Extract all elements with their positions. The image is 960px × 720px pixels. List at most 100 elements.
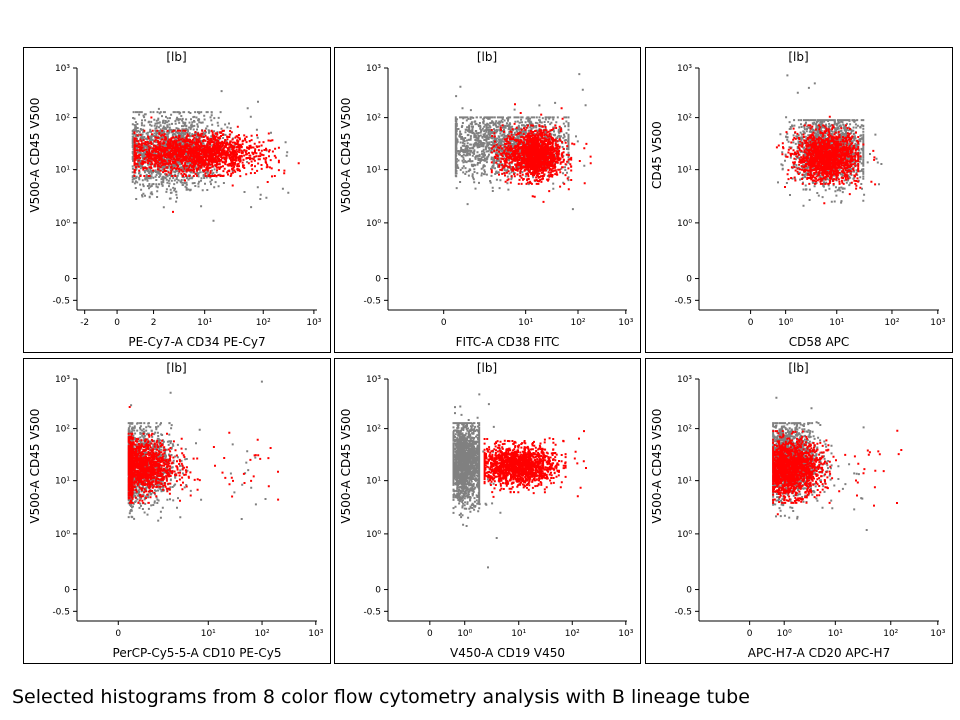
- y-tick-label: 10³: [55, 375, 70, 385]
- y-tick-label: 10²: [55, 425, 70, 435]
- panel-frame: [334, 47, 641, 353]
- figure-caption: Selected histograms from 8 color flow cy…: [12, 686, 750, 708]
- x-tick-label: 2: [151, 318, 157, 328]
- y-tick-label: 10⁰: [366, 219, 381, 229]
- red-population: [772, 429, 903, 516]
- gray-population: [452, 393, 502, 569]
- y-tick-label: 0: [375, 275, 381, 285]
- x-tick-label: 10¹: [518, 318, 533, 328]
- panel-frame: [23, 47, 331, 353]
- scatter-panel-2: [lb] 10³ 10² 10¹ 10⁰ 0 -0.5 0 10¹ 10² 10³ FITC-A CD…: [334, 47, 641, 353]
- x-tick-label: 0: [747, 629, 753, 639]
- y-tick-label: 10³: [366, 375, 381, 385]
- panel-frame: [334, 358, 641, 664]
- x-axis-label: APC-H7-A CD20 APC-H7: [748, 646, 890, 660]
- y-tick-label: -0.5: [52, 296, 70, 306]
- red-event-dots: [772, 429, 903, 516]
- x-tick-label: 10⁰: [457, 629, 472, 639]
- x-tick-label: 10³: [618, 318, 633, 328]
- red-population: [127, 406, 280, 504]
- scatter-panel-6: [lb] 10³ 10² 10¹ 10⁰ 0 -0.5 0 10⁰ 10¹ 10² 10³ APC-H7…: [645, 358, 953, 664]
- panel-title: [lb]: [166, 361, 186, 375]
- y-tick-label: 0: [686, 586, 692, 596]
- x-tick-label: 10³: [618, 629, 633, 639]
- red-population: [133, 116, 300, 213]
- red-event-dots: [133, 116, 300, 213]
- gray-event-dots: [452, 393, 502, 569]
- red-event-dots: [483, 430, 587, 498]
- flow-cytometry-plot-grid: [lb] 10³ 10² 10¹ 10⁰ 0 -0.5 -2 0 2 10¹ 10² 10³ PE-Cy7…: [23, 47, 953, 664]
- x-axis-label: PE-Cy7-A CD34 PE-Cy7: [128, 335, 265, 349]
- red-population: [490, 103, 592, 203]
- panel-title: [lb]: [788, 361, 808, 375]
- x-tick-label: 10³: [308, 629, 323, 639]
- x-tick-label: 10²: [883, 629, 898, 639]
- y-tick-label: 10³: [677, 375, 692, 385]
- y-tick-label: 10¹: [366, 166, 381, 176]
- panel-title: [lb]: [477, 361, 497, 375]
- panel-title: [lb]: [166, 50, 186, 64]
- x-tick-label: 10¹: [829, 318, 844, 328]
- x-tick-label: 10¹: [828, 629, 843, 639]
- x-tick-label: 0: [115, 629, 121, 639]
- y-tick-label: 10⁰: [366, 530, 381, 540]
- x-tick-label: 10²: [570, 318, 585, 328]
- red-event-dots: [127, 406, 280, 504]
- y-tick-label: 10³: [55, 64, 70, 74]
- y-axis-label: V500-A CD45 V500: [339, 98, 353, 213]
- panel-frame: [23, 358, 331, 664]
- y-tick-label: 10²: [366, 114, 381, 124]
- y-tick-label: 0: [64, 586, 70, 596]
- x-tick-label: 10¹: [197, 318, 212, 328]
- y-tick-label: 0: [64, 275, 70, 285]
- panel-frame: [645, 47, 953, 353]
- red-population: [775, 115, 877, 205]
- y-tick-label: -0.5: [52, 607, 70, 617]
- scatter-panel-1: [lb] 10³ 10² 10¹ 10⁰ 0 -0.5 -2 0 2 10¹ 10² 10³ PE-Cy7…: [23, 47, 331, 353]
- x-tick-label: 10⁰: [778, 318, 793, 328]
- x-tick-label: 0: [427, 629, 433, 639]
- red-population: [483, 430, 587, 498]
- x-tick-label: 10¹: [201, 629, 216, 639]
- red-event-dots: [775, 115, 877, 205]
- y-tick-label: 0: [375, 586, 381, 596]
- y-tick-label: 10¹: [55, 477, 70, 487]
- y-axis-label: V500-A CD45 V500: [28, 98, 42, 213]
- y-tick-label: 10³: [677, 64, 692, 74]
- panel-title: [lb]: [477, 50, 497, 64]
- x-axis-label: FITC-A CD38 FITC: [456, 335, 560, 349]
- x-tick-label: 0: [748, 318, 754, 328]
- x-tick-label: -2: [80, 318, 89, 328]
- y-tick-label: 10²: [677, 425, 692, 435]
- scatter-panel-3: [lb] 10³ 10² 10¹ 10⁰ 0 -0.5 0 10⁰ 10¹ 10² 10³ CD58 A…: [645, 47, 953, 353]
- y-tick-label: 10¹: [366, 477, 381, 487]
- x-tick-label: 10⁰: [777, 629, 792, 639]
- y-axis-label: V500-A CD45 V500: [339, 409, 353, 524]
- y-tick-label: 10¹: [677, 166, 692, 176]
- y-tick-label: 0: [686, 275, 692, 285]
- x-tick-label: 10¹: [511, 629, 526, 639]
- y-tick-label: 10³: [366, 64, 381, 74]
- x-tick-label: 10²: [565, 629, 580, 639]
- red-event-dots: [490, 103, 592, 203]
- y-tick-label: 10⁰: [677, 530, 692, 540]
- scatter-panel-4: [lb] 10³ 10² 10¹ 10⁰ 0 -0.5 0 10¹ 10² 10³ PerCP-Cy5…: [23, 358, 331, 664]
- panel-title: [lb]: [788, 50, 808, 64]
- y-tick-label: 10²: [55, 114, 70, 124]
- x-tick-label: 0: [114, 318, 120, 328]
- y-tick-label: 10¹: [55, 166, 70, 176]
- y-tick-label: -0.5: [674, 296, 692, 306]
- y-axis-label: V500-A CD45 V500: [28, 409, 42, 524]
- x-tick-label: 10³: [306, 318, 321, 328]
- x-tick-label: 10³: [930, 629, 945, 639]
- x-tick-label: 10³: [930, 318, 945, 328]
- x-axis-label: PerCP-Cy5-5-A CD10 PE-Cy5: [113, 646, 282, 660]
- y-tick-label: 10²: [366, 425, 381, 435]
- x-tick-label: 10²: [256, 318, 271, 328]
- y-tick-label: 10¹: [677, 477, 692, 487]
- y-tick-label: -0.5: [363, 296, 381, 306]
- y-axis-label: V500-A CD45 V500: [650, 409, 664, 524]
- y-tick-label: 10⁰: [55, 219, 70, 229]
- y-tick-label: -0.5: [363, 607, 381, 617]
- x-axis-label: CD58 APC: [789, 335, 850, 349]
